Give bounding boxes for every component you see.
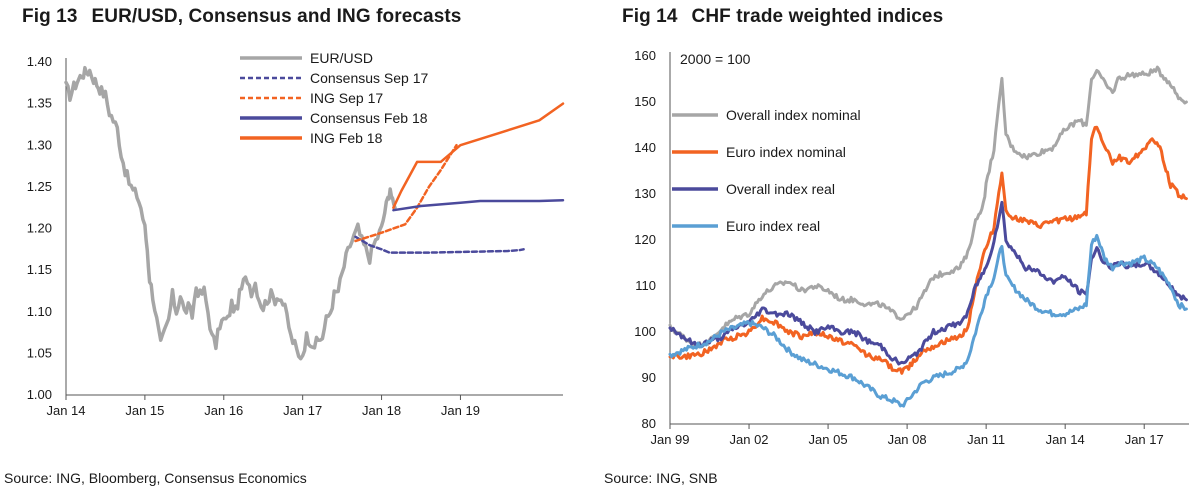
x-tick-label: Jan 05: [809, 432, 848, 447]
series-line-eur-usd: [64, 65, 397, 361]
x-tick-label: Jan 19: [441, 403, 480, 418]
y-tick-label: 1.35: [27, 96, 52, 111]
y-tick-label: 1.30: [27, 137, 52, 152]
x-tick-label: Jan 17: [1125, 432, 1164, 447]
x-tick-label: Jan 18: [362, 403, 401, 418]
x-tick-label: Jan 11: [967, 432, 1005, 447]
series-line-euro-index-real: [668, 233, 1188, 408]
x-tick-label: Jan 14: [1046, 432, 1085, 447]
y-tick-label: 120: [634, 232, 656, 247]
x-tick-label: Jan 14: [46, 403, 85, 418]
x-tick-label: Jan 17: [283, 403, 322, 418]
chart-title-text: CHF trade weighted indices: [691, 6, 944, 27]
series-line-ing-feb-18: [392, 102, 565, 209]
y-tick-label: 150: [634, 94, 656, 109]
chart-title: Fig 13 EUR/USD, Consensus and ING forecas…: [22, 6, 461, 28]
y-tick-label: 1.20: [27, 221, 52, 236]
y-tick-label: 1.10: [27, 304, 52, 319]
x-tick-label: Jan 02: [730, 432, 769, 447]
x-tick-label: Jan 15: [125, 403, 164, 418]
y-tick-label: 130: [634, 186, 656, 201]
y-tick-label: 140: [634, 140, 656, 155]
y-tick-label: 1.05: [27, 345, 52, 360]
x-tick-label: Jan 08: [888, 432, 927, 447]
series-line-ing-sep-17: [354, 143, 458, 243]
x-tick-label: Jan 16: [204, 403, 243, 418]
legend-label: Overall index real: [726, 181, 835, 197]
legend-label: Euro index nominal: [726, 144, 846, 160]
chart-panel-eurusd: Fig 13 EUR/USD, Consensus and ING forecas…: [4, 6, 565, 486]
eurusd-chart-svg: 1.401.351.301.251.201.151.101.051.00Jan …: [27, 50, 565, 418]
series-line-overall-index-nominal: [668, 65, 1188, 349]
legend-label: Consensus Sep 17: [310, 70, 429, 86]
chart-panel-chf: Fig 14 CHF trade weighted indices 160 150 1…: [600, 0, 1200, 492]
chart-title: Fig 14 CHF trade weighted indices: [622, 6, 943, 28]
y-tick-label: 1.25: [27, 179, 52, 194]
y-tick-label: 1.40: [27, 54, 52, 69]
source-note: Source: ING, Bloomberg, Consensus Econom…: [4, 470, 307, 486]
legend-label: ING Feb 18: [310, 130, 383, 146]
legend-label: Euro index real: [726, 218, 820, 234]
y-tick-label: 110: [635, 278, 656, 293]
x-tick-label: Jan 99: [650, 432, 689, 447]
series-line-consensus-sep-17: [354, 235, 525, 254]
y-tick-label: 80: [642, 416, 656, 431]
legend-label: Consensus Feb 18: [310, 110, 428, 126]
y-tick-label: 160: [634, 48, 656, 63]
source-note: Source: ING, SNB: [604, 470, 718, 486]
base-annotation: 2000 = 100: [680, 51, 751, 67]
legend-label: ING Sep 17: [310, 90, 383, 106]
y-tick-label: 1.15: [27, 262, 52, 277]
y-tick-label: 90: [642, 370, 656, 385]
legend-label: Overall index nominal: [726, 107, 861, 123]
y-tick-label: 1.00: [27, 387, 52, 402]
chart-title-text: EUR/USD, Consensus and ING forecasts: [91, 6, 462, 27]
y-tick-label: 100: [634, 324, 656, 339]
figure-number: Fig 13: [22, 6, 78, 27]
series-line-consensus-feb-18: [392, 198, 565, 212]
legend-label: EUR/USD: [310, 50, 373, 66]
figure-number: Fig 14: [622, 6, 678, 27]
series-line-overall-index-real: [668, 200, 1188, 366]
